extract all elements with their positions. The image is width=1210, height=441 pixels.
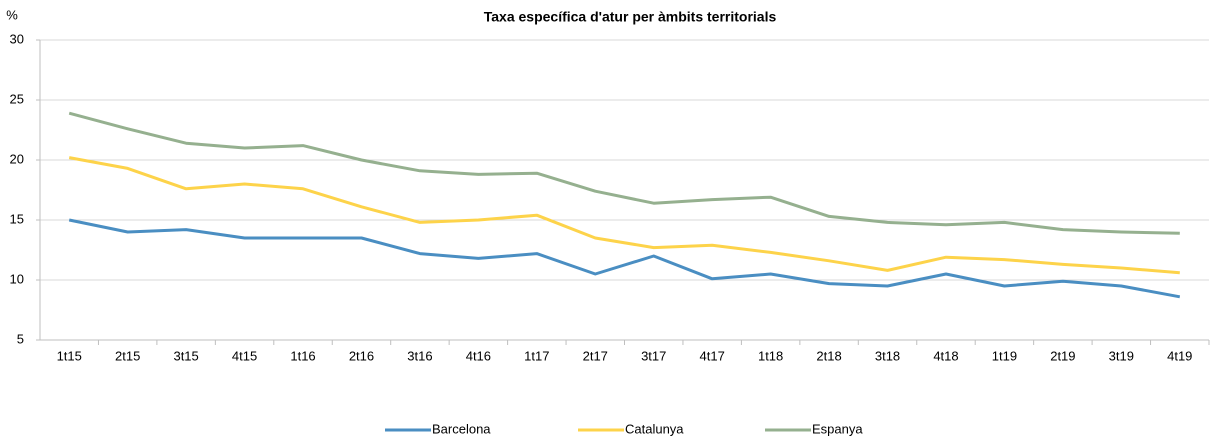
- x-tick-label: 1t19: [992, 348, 1017, 363]
- x-tick-label: 3t16: [407, 348, 432, 363]
- y-tick-label: 15: [10, 211, 24, 226]
- legend-label: Barcelona: [432, 421, 491, 436]
- x-tick-label: 4t17: [700, 348, 725, 363]
- legend-label: Catalunya: [625, 421, 684, 436]
- x-tick-label: 2t18: [816, 348, 841, 363]
- y-tick-label: 30: [10, 31, 24, 46]
- x-tick-label: 1t17: [524, 348, 549, 363]
- y-axis-label: %: [6, 7, 18, 22]
- legend-label: Espanya: [812, 421, 863, 436]
- x-tick-label: 1t15: [57, 348, 82, 363]
- x-tick-label: 2t19: [1050, 348, 1075, 363]
- x-tick-label: 3t19: [1109, 348, 1134, 363]
- x-tick-label: 1t18: [758, 348, 783, 363]
- y-tick-label: 25: [10, 91, 24, 106]
- x-tick-label: 3t18: [875, 348, 900, 363]
- series-line: [68, 111, 1180, 235]
- y-tick-label: 5: [17, 331, 24, 346]
- chart-title: Taxa específica d'atur per àmbits territ…: [484, 9, 777, 25]
- y-tick-label: 10: [10, 271, 24, 286]
- x-tick-label: 2t16: [349, 348, 374, 363]
- x-tick-label: 4t19: [1167, 348, 1192, 363]
- x-tick-label: 4t15: [232, 348, 257, 363]
- x-tick-label: 2t17: [583, 348, 608, 363]
- x-tick-label: 3t15: [173, 348, 198, 363]
- series-line: [68, 156, 1180, 275]
- x-tick-label: 4t16: [466, 348, 491, 363]
- y-tick-label: 20: [10, 151, 24, 166]
- series-line: [68, 218, 1181, 299]
- x-tick-label: 3t17: [641, 348, 666, 363]
- x-tick-label: 4t18: [933, 348, 958, 363]
- x-tick-label: 1t16: [290, 348, 315, 363]
- x-tick-label: 2t15: [115, 348, 140, 363]
